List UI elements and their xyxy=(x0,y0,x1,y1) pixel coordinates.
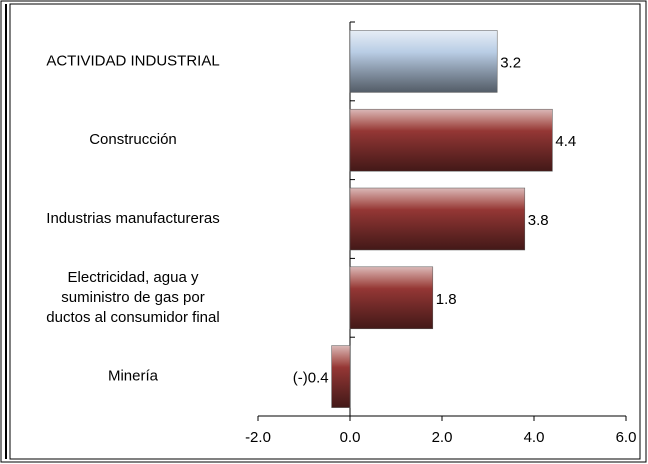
inner-frame xyxy=(9,3,641,460)
category-label: Electricidad, agua y xyxy=(68,269,199,286)
x-tick-label: 4.0 xyxy=(524,429,545,446)
category-label: Minería xyxy=(108,368,159,385)
category-label: Industrias manufactureras xyxy=(46,210,219,227)
category-label: ductos al consumidor final xyxy=(46,309,219,326)
bar xyxy=(349,30,498,93)
value-label: 3.2 xyxy=(500,54,521,71)
bar xyxy=(331,345,351,408)
bar xyxy=(349,108,553,172)
x-tick-label: 0.0 xyxy=(340,429,361,446)
category-label: Construcción xyxy=(89,131,177,148)
category-label: ACTIVIDAD INDUSTRIAL xyxy=(46,52,219,69)
bar xyxy=(349,266,434,330)
value-label: 1.8 xyxy=(436,291,457,308)
value-label: (-)0.4 xyxy=(293,370,329,387)
value-label: 4.4 xyxy=(555,133,576,150)
value-label: 3.8 xyxy=(528,212,549,229)
x-tick-label: 6.0 xyxy=(616,429,637,446)
category-label: suministro de gas por xyxy=(61,289,204,306)
x-tick-label: 2.0 xyxy=(432,429,453,446)
x-tick-label: -2.0 xyxy=(245,429,271,446)
bar xyxy=(349,187,526,251)
